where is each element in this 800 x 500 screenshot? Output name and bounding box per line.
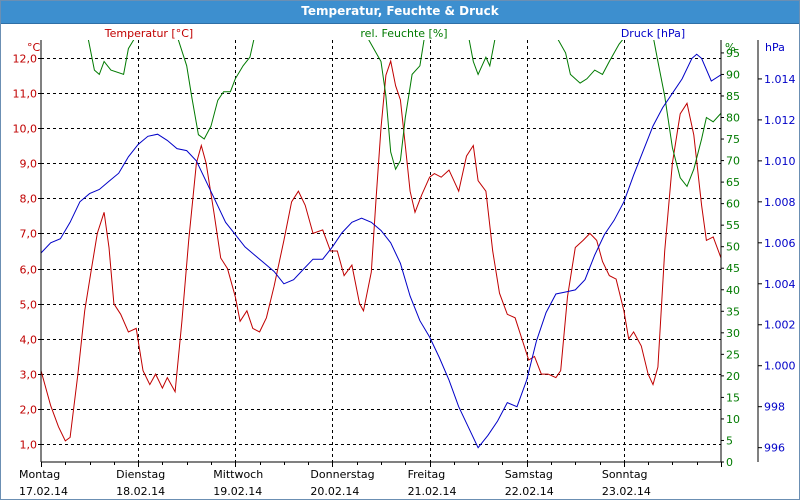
axes: 1,0 2,0 3,0 4,0 5,0 6,0 7,0 8,0 9,0 10,0 11,0 12,0 0… — [13, 40, 796, 498]
temperature-tick-label: 2,0 — [20, 404, 38, 417]
pressure-tick-label: 1.010 — [764, 155, 796, 168]
humidity-tick-label: 80 — [726, 112, 740, 125]
pressure-tick-label: 1.012 — [764, 114, 796, 127]
humidity-tick-label: 20 — [726, 370, 740, 383]
temperature-tick-label: 7,0 — [20, 228, 38, 241]
humidity-tick-label: 35 — [726, 305, 740, 318]
humidity-tick-label: 70 — [726, 155, 740, 168]
temperature-tick-label: 10,0 — [13, 123, 38, 136]
pressure-tick-label: 1.004 — [764, 278, 796, 291]
temperature-tick-label: 12,0 — [13, 53, 38, 66]
humidity-unit: % — [725, 41, 735, 54]
temperature-unit: °C — [27, 41, 41, 54]
humidity-tick-label: 30 — [726, 327, 740, 340]
x-date-label: 20.02.14 — [310, 485, 359, 498]
humidity-tick-label: 85 — [726, 90, 740, 103]
pressure-tick-label: 996 — [764, 442, 785, 455]
humidity-tick-label: 55 — [726, 219, 740, 232]
humidity-tick-label: 95 — [726, 47, 740, 60]
temperature-series-line — [41, 59, 721, 442]
humidity-tick-label: 50 — [726, 241, 740, 254]
temperature-tick-label: 4,0 — [20, 334, 38, 347]
x-day-label: Mittwoch — [213, 468, 263, 481]
temperature-tick-label: 6,0 — [20, 264, 38, 277]
pressure-unit: hPa — [765, 41, 785, 54]
pressure-tick-label: 1.000 — [764, 360, 796, 373]
x-date-label: 23.02.14 — [602, 485, 651, 498]
x-date-label: 17.02.14 — [19, 485, 68, 498]
humidity-tick-label: 5 — [726, 434, 733, 447]
series-lines — [41, 40, 721, 449]
window-title: Temperatur, Feuchte & Druck — [301, 4, 499, 18]
humidity-series-line — [87, 40, 721, 188]
humidity-tick-label: 75 — [726, 133, 740, 146]
humidity-tick-label: 45 — [726, 262, 740, 275]
x-day-label: Montag — [19, 468, 60, 481]
grid-lines — [41, 40, 721, 462]
humidity-tick-label: 15 — [726, 391, 740, 404]
humidity-tick-label: 60 — [726, 198, 740, 211]
x-date-label: 21.02.14 — [408, 485, 457, 498]
humidity-tick-label: 40 — [726, 284, 740, 297]
temperature-tick-label: 11,0 — [13, 88, 38, 101]
x-day-label: Donnerstag — [310, 468, 374, 481]
pressure-series-line — [41, 53, 721, 449]
pressure-tick-label: 1.014 — [764, 73, 796, 86]
temperature-tick-label: 1,0 — [20, 439, 38, 452]
x-day-label: Sonntag — [602, 468, 648, 481]
x-day-label: Freitag — [408, 468, 446, 481]
x-day-label: Samstag — [505, 468, 553, 481]
humidity-tick-label: 65 — [726, 176, 740, 189]
pressure-tick-label: 998 — [764, 401, 785, 414]
temperature-tick-label: 5,0 — [20, 299, 38, 312]
temperature-axis-label: Temperatur [°C] — [104, 27, 193, 40]
x-day-label: Dienstag — [116, 468, 165, 481]
x-date-label: 19.02.14 — [213, 485, 262, 498]
humidity-tick-label: 10 — [726, 413, 740, 426]
humidity-tick-label: 0 — [726, 456, 733, 469]
humidity-tick-label: 25 — [726, 348, 740, 361]
temperature-tick-label: 9,0 — [20, 158, 38, 171]
humidity-axis-label: rel. Feuchte [%] — [360, 27, 447, 40]
temperature-tick-label: 8,0 — [20, 193, 38, 206]
humidity-tick-label: 90 — [726, 68, 740, 81]
temperature-tick-label: 3,0 — [20, 369, 38, 382]
pressure-tick-label: 1.008 — [764, 196, 796, 209]
title-bar: Temperatur, Feuchte & Druck — [1, 1, 799, 24]
pressure-tick-label: 1.006 — [764, 237, 796, 250]
pressure-axis-label: Druck [hPa] — [621, 27, 685, 40]
x-date-label: 22.02.14 — [505, 485, 554, 498]
pressure-tick-label: 1.002 — [764, 319, 796, 332]
x-date-label: 18.02.14 — [116, 485, 165, 498]
